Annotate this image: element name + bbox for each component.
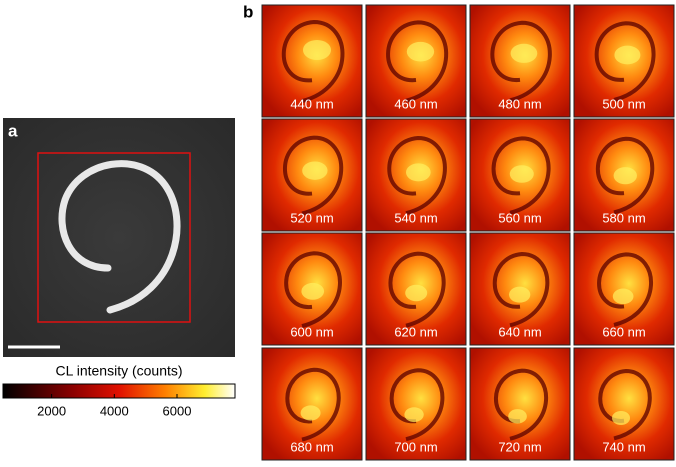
wavelength-label: 480 nm [498, 96, 541, 111]
cl-map-spiral [389, 368, 445, 442]
wavelength-label: 680 nm [290, 439, 333, 454]
cl-map-spiral [281, 19, 345, 104]
cl-map: 500 nm [573, 4, 675, 118]
cl-map-hotspot [509, 165, 534, 183]
cl-map-hotspot [613, 167, 637, 185]
cl-map-spiral [594, 21, 656, 102]
cl-map-hotspot [405, 284, 428, 302]
cl-map-spiral [597, 252, 653, 327]
cl-map: 480 nm [469, 4, 571, 118]
cl-map: 540 nm [365, 118, 467, 232]
wavelength-label: 660 nm [602, 324, 645, 339]
cl-map-spiral [595, 136, 655, 215]
cl-map: 580 nm [573, 118, 675, 232]
cl-map-hotspot [508, 409, 527, 424]
colorbar-title: CL intensity (counts) [55, 363, 182, 379]
wavelength-label: 600 nm [290, 324, 333, 339]
cl-map: 600 nm [261, 232, 363, 346]
wavelength-label: 560 nm [498, 210, 541, 225]
panel-label: b [243, 2, 253, 21]
sem-image [3, 118, 235, 357]
cl-map-hotspot [303, 40, 331, 60]
cl-map-hotspot [404, 407, 424, 423]
cl-map-hotspot [300, 405, 321, 421]
cl-map-spiral [285, 367, 341, 442]
cl-map-hotspot [509, 286, 531, 303]
wavelength-label: 580 nm [602, 210, 645, 225]
cl-map: 620 nm [365, 232, 467, 346]
cl-map: 460 nm [365, 4, 467, 118]
wavelength-label: 460 nm [394, 96, 437, 111]
cl-map: 740 nm [573, 347, 675, 461]
cl-map-background [261, 347, 363, 461]
wavelength-label: 700 nm [394, 439, 437, 454]
cl-map-hotspot [301, 282, 325, 300]
cl-map: 720 nm [469, 347, 571, 461]
wavelength-label: 720 nm [498, 439, 541, 454]
region-box [37, 152, 191, 323]
cl-map-background [469, 347, 571, 461]
cl-map-hotspot [612, 288, 634, 305]
cl-map-spiral [282, 135, 344, 216]
cl-map-spiral [386, 20, 449, 103]
cl-map: 640 nm [469, 232, 571, 346]
cl-map-spiral [284, 251, 342, 329]
cl-map-spiral [492, 251, 550, 328]
tile-grid: 440 nm 460 nm 480 nm 500 nm 520 nm 540 nm 560 … [261, 4, 675, 461]
cl-map-background [573, 347, 675, 461]
wavelength-label: 520 nm [290, 210, 333, 225]
cl-map-hotspot [614, 45, 641, 65]
cl-map-spiral [490, 20, 552, 103]
cl-map-hotspot [510, 43, 538, 63]
cl-map-spiral [388, 251, 446, 328]
colorbar-tick-label: 6000 [163, 403, 192, 418]
cl-map-hotspot [406, 163, 431, 182]
wavelength-label: 540 nm [394, 210, 437, 225]
wavelength-label: 640 nm [498, 324, 541, 339]
cl-map: 560 nm [469, 118, 571, 232]
cl-map-background [365, 347, 467, 461]
wavelength-label: 620 nm [394, 324, 437, 339]
cl-map-spiral [598, 368, 652, 441]
wavelength-label: 740 nm [602, 439, 645, 454]
cl-map-hotspot [406, 41, 435, 62]
colorbar-tick-label: 4000 [100, 403, 129, 418]
cl-map: 520 nm [261, 118, 363, 232]
colorbar-tick-label: 2000 [37, 403, 66, 418]
cl-map: 680 nm [261, 347, 363, 461]
cl-map-hotspot [302, 161, 328, 180]
cl-map-spiral [491, 136, 551, 215]
wavelength-label: 440 nm [290, 96, 333, 111]
cl-map-hotspot [612, 411, 630, 425]
cl-map: 660 nm [573, 232, 675, 346]
spiral [58, 160, 181, 314]
cl-map-spiral [387, 135, 447, 216]
colorbar [2, 383, 236, 399]
wavelength-label: 500 nm [602, 96, 645, 111]
panel-label: a [8, 121, 18, 140]
cl-map-spiral [494, 368, 549, 441]
cl-map: 440 nm [261, 4, 363, 118]
cl-map: 700 nm [365, 347, 467, 461]
